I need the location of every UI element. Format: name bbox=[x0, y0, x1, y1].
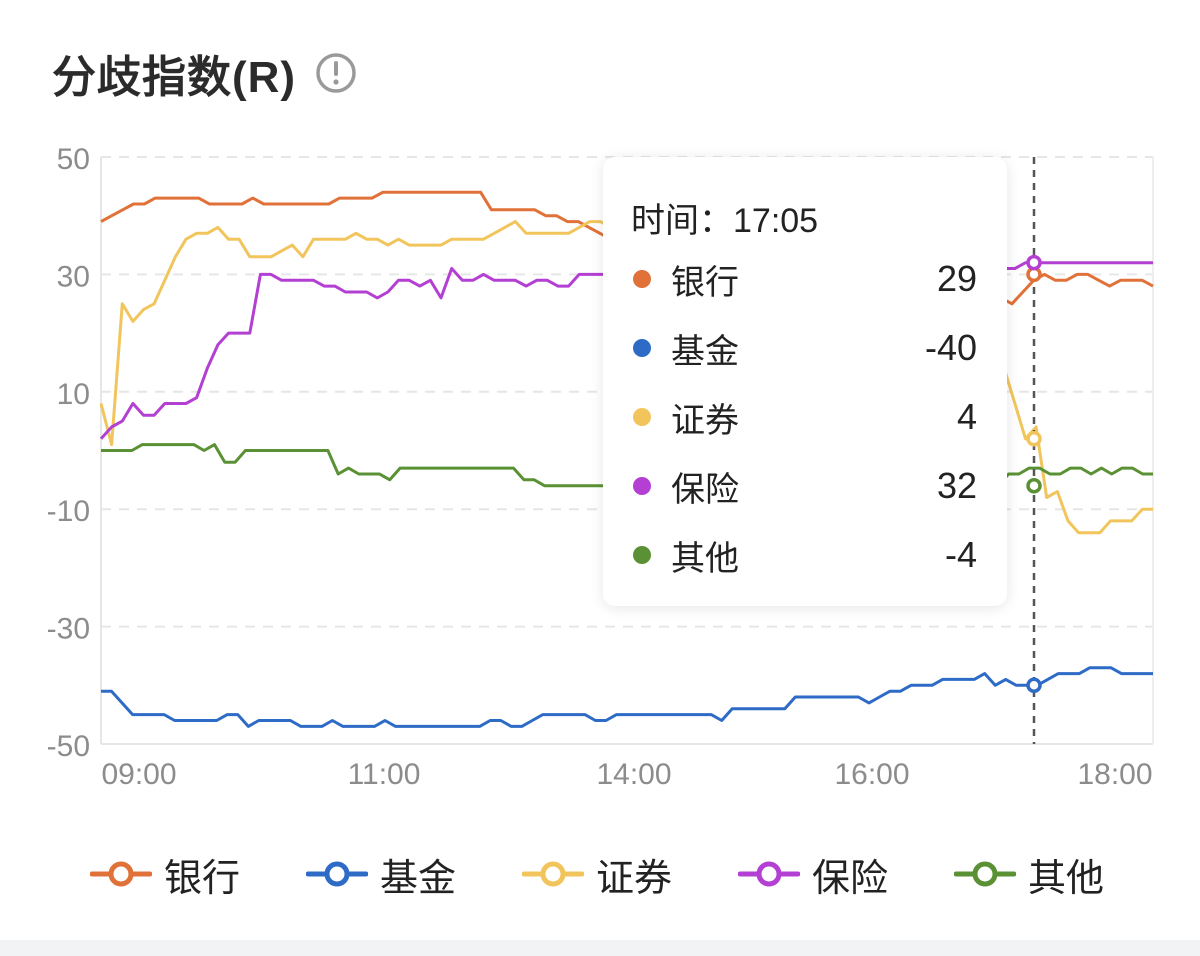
tooltip-row: 其他 -4 bbox=[633, 530, 977, 580]
tooltip-time: 时间：17:05 bbox=[631, 202, 819, 240]
series-line bbox=[101, 666, 1153, 728]
y-tick-label: -50 bbox=[47, 730, 90, 763]
legend-line-marker-icon bbox=[522, 861, 584, 887]
crosshair-markers bbox=[1026, 254, 1042, 694]
legend-line-marker-icon bbox=[306, 861, 368, 887]
series-dot bbox=[633, 546, 651, 564]
legend-item[interactable]: 其他 bbox=[954, 842, 1104, 906]
tooltip-series-value: 29 bbox=[936, 258, 977, 299]
legend-item[interactable]: 基金 bbox=[306, 842, 456, 906]
legend-line-marker-icon bbox=[954, 861, 1016, 887]
legend-label: 保险 bbox=[812, 857, 889, 900]
legend-label: 银行 bbox=[164, 857, 241, 900]
tooltip-row: 证券 4 bbox=[633, 392, 977, 442]
tooltip-series-value: 4 bbox=[956, 396, 977, 437]
chart-legend: 银行 基金 证券 保险 其他 bbox=[0, 842, 1200, 906]
x-tick-label: 16:00 bbox=[834, 758, 909, 791]
y-tick-label: 10 bbox=[57, 378, 90, 411]
series-point bbox=[1026, 431, 1042, 447]
tooltip-row: 银行 29 bbox=[633, 254, 977, 304]
tooltip-series-value: 32 bbox=[936, 465, 977, 506]
y-tick-label: -10 bbox=[47, 495, 90, 528]
info-icon[interactable] bbox=[314, 51, 358, 95]
y-tick-label: 30 bbox=[57, 260, 90, 293]
divergence-line-chart[interactable]: 50 30 10 -10 -30 -50 09:00 11:00 14:00 16:00 18:0… bbox=[0, 130, 1200, 800]
page-title: 分歧指数(R) bbox=[52, 53, 297, 102]
series-dot bbox=[633, 270, 651, 288]
legend-label: 基金 bbox=[380, 857, 457, 900]
legend-item[interactable]: 保险 bbox=[738, 842, 888, 906]
tooltip-row: 基金 -40 bbox=[633, 323, 977, 373]
tooltip-series-name: 其他 bbox=[671, 539, 739, 578]
tooltip-series-name: 基金 bbox=[671, 332, 739, 371]
series-point bbox=[1026, 477, 1042, 494]
tooltip-series-value: -40 bbox=[924, 327, 977, 368]
tooltip-series-name: 银行 bbox=[671, 263, 739, 302]
legend-item[interactable]: 银行 bbox=[90, 842, 240, 906]
x-tick-label: 14:00 bbox=[596, 758, 671, 791]
tooltip-series-name: 证券 bbox=[671, 401, 739, 440]
x-tick-label: 18:00 bbox=[1077, 758, 1152, 791]
tooltip-series-name: 保险 bbox=[671, 470, 739, 509]
x-tick-label: 11:00 bbox=[348, 758, 421, 791]
series-point bbox=[1026, 254, 1042, 271]
tooltip-row: 保险 32 bbox=[633, 461, 977, 511]
legend-item[interactable]: 证券 bbox=[522, 842, 672, 906]
legend-line-marker-icon bbox=[90, 861, 152, 887]
legend-label: 证券 bbox=[596, 857, 673, 900]
y-tick-label: -30 bbox=[47, 613, 90, 646]
legend-line-marker-icon bbox=[738, 861, 800, 887]
x-axis-ticks: 09:00 11:00 14:00 16:00 18:00 bbox=[101, 758, 1152, 791]
x-tick-label: 09:00 bbox=[101, 758, 176, 791]
chart-tooltip: 时间：17:05 银行 29 基金 -40 证券 4 保险 32 其他 -4 bbox=[603, 157, 1007, 606]
series-point bbox=[1026, 677, 1042, 694]
series-dot bbox=[633, 339, 651, 357]
tooltip-series-value: -4 bbox=[944, 534, 977, 575]
series-dot bbox=[633, 408, 651, 426]
y-axis-ticks: 50 30 10 -10 -30 -50 bbox=[47, 143, 90, 763]
bottom-strip bbox=[0, 940, 1200, 956]
y-tick-label: 50 bbox=[57, 143, 90, 176]
series-dot bbox=[633, 477, 651, 495]
legend-label: 其他 bbox=[1028, 857, 1105, 900]
